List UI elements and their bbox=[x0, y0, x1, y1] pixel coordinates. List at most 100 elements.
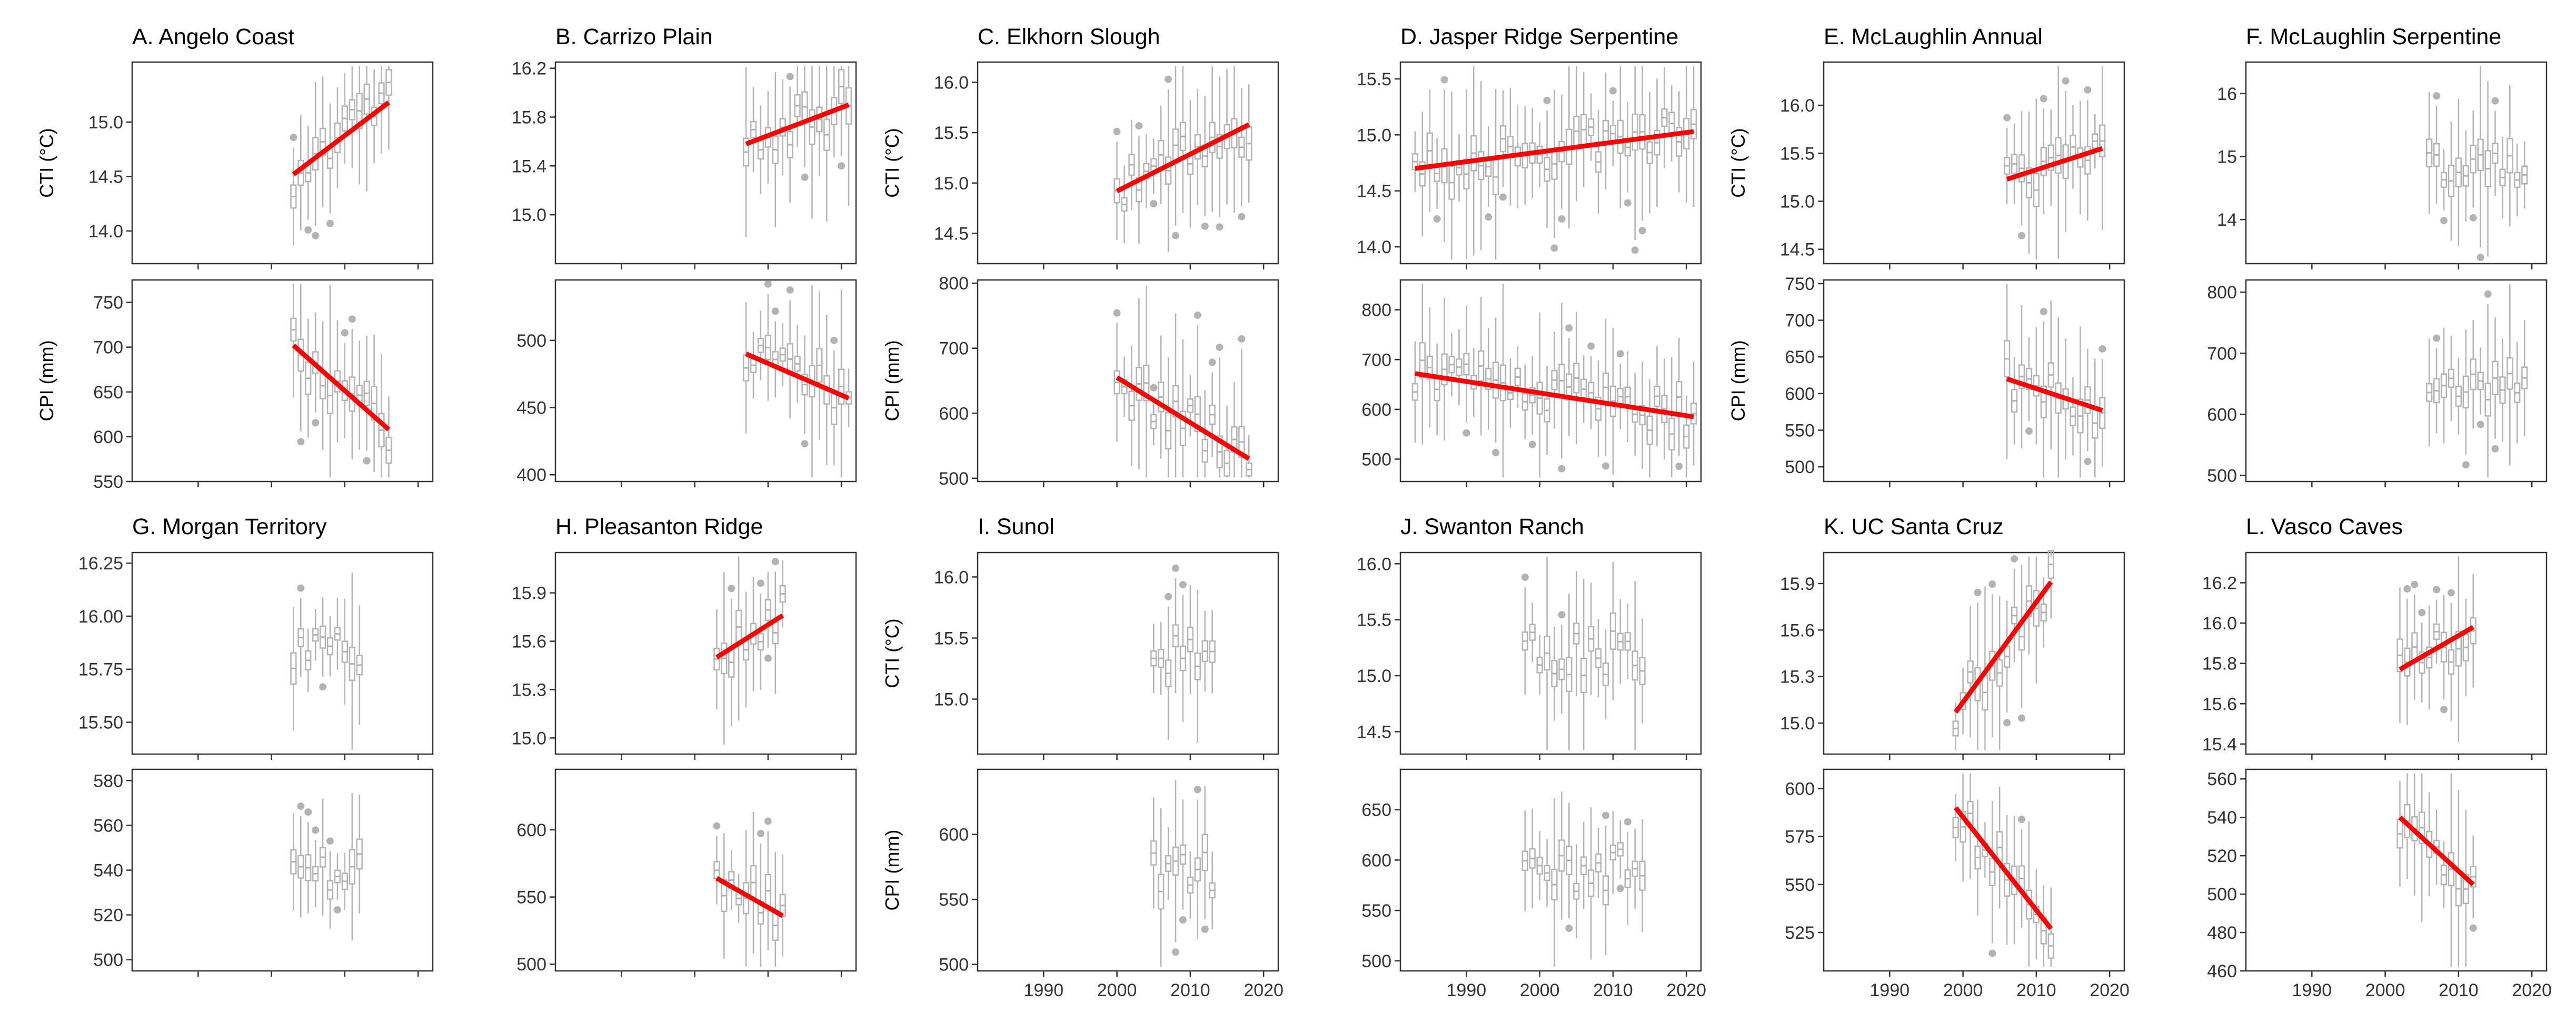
box-2011 bbox=[771, 307, 779, 398]
plot-frame bbox=[1823, 279, 2125, 483]
y-tick-label: 15.0 bbox=[512, 205, 546, 225]
outlier-point bbox=[2447, 589, 2455, 597]
outlier-point bbox=[1216, 344, 1224, 352]
y-tick-label: 700 bbox=[1785, 311, 1815, 331]
box-2007 bbox=[319, 322, 326, 450]
y-tick-label: 500 bbox=[2207, 885, 2237, 905]
box-2021 bbox=[1690, 362, 1697, 466]
box-2006 bbox=[312, 609, 319, 661]
y-tick-label: 15.0 bbox=[88, 113, 123, 133]
box-2013 bbox=[2055, 66, 2062, 259]
box-2018 bbox=[2514, 144, 2521, 216]
box-2020 bbox=[1683, 395, 1690, 478]
box-2005 bbox=[728, 850, 735, 910]
box-2013 bbox=[2476, 66, 2484, 262]
box-2004 bbox=[721, 571, 728, 745]
y-tick-label: 600 bbox=[939, 825, 969, 845]
box-2007 bbox=[319, 597, 327, 691]
box-2011 bbox=[2462, 130, 2469, 222]
y-tick-label: 460 bbox=[2207, 961, 2237, 981]
outlier-point bbox=[2491, 97, 2499, 105]
y-tick-label: 15 bbox=[2217, 147, 2237, 167]
box-2004 bbox=[1565, 324, 1573, 436]
box-2013 bbox=[1209, 66, 1216, 213]
box-2010 bbox=[1609, 811, 1617, 894]
outlier-point bbox=[1521, 573, 1529, 581]
y-tick-label: 500 bbox=[939, 955, 969, 975]
outlier-point bbox=[801, 440, 809, 448]
y-tick-label: 16.2 bbox=[512, 59, 546, 79]
outlier-point bbox=[2011, 555, 2018, 563]
panel-title: G. Morgan Territory bbox=[132, 514, 327, 539]
box-2008 bbox=[1172, 564, 1180, 694]
outlier-point bbox=[2018, 714, 2026, 722]
box-2011 bbox=[1616, 820, 1624, 892]
plot-frame bbox=[977, 551, 1279, 755]
x-tick-label: 1990 bbox=[1447, 980, 1487, 1000]
outlier-point bbox=[1193, 311, 1201, 319]
box-2014 bbox=[2484, 81, 2491, 257]
y-tick-label: 14.5 bbox=[1357, 722, 1391, 742]
box-2015 bbox=[378, 66, 385, 154]
x-tick-label: 2010 bbox=[2016, 980, 2056, 1000]
box-2006 bbox=[2426, 338, 2433, 447]
box-2009 bbox=[1602, 811, 1609, 955]
box-1999 bbox=[1529, 603, 1536, 662]
outlier-point bbox=[1602, 811, 1609, 819]
box-2010 bbox=[1187, 99, 1194, 228]
box-2005 bbox=[1150, 138, 1158, 208]
subplot-cpi-5: 500 600 700 800 bbox=[2207, 279, 2548, 487]
y-tick-label: 16.25 bbox=[78, 554, 123, 574]
y-tick-label: 15.0 bbox=[934, 174, 969, 194]
y-tick-label: 14.5 bbox=[88, 167, 123, 187]
plot-frame bbox=[2245, 768, 2548, 972]
box-2008 bbox=[2440, 841, 2448, 909]
y-tick-label: 14.0 bbox=[1357, 237, 1391, 257]
y-tick-label: 14.0 bbox=[88, 222, 123, 242]
y-tick-label: 550 bbox=[516, 888, 546, 908]
box-2012 bbox=[356, 605, 363, 725]
outlier-point bbox=[830, 336, 838, 344]
y-tick-label: 16.0 bbox=[1357, 554, 1391, 574]
x-tick-label: 2000 bbox=[1943, 980, 1983, 1000]
box-1988 bbox=[1448, 92, 1455, 260]
y-tick-label: 15.5 bbox=[934, 628, 969, 648]
outlier-point bbox=[1463, 429, 1470, 437]
box-2019 bbox=[2098, 345, 2106, 467]
box-2003 bbox=[290, 607, 297, 730]
box-2021 bbox=[1690, 66, 1697, 207]
y-tick-label: 15.8 bbox=[512, 107, 546, 127]
box-2010 bbox=[1609, 328, 1617, 475]
panel-title: B. Carrizo Plain bbox=[555, 24, 713, 49]
box-1999 bbox=[1528, 356, 1536, 448]
plot-frame bbox=[131, 768, 434, 972]
subplot-cti-11: 15.4 15.6 15.8 16.0 16.2 bbox=[2202, 551, 2548, 760]
outlier-point bbox=[304, 226, 312, 234]
panel-title: D. Jasper Ridge Serpentine bbox=[1400, 24, 1678, 49]
y-tick-label: 15.6 bbox=[512, 632, 546, 652]
plot-frame bbox=[1823, 768, 2125, 972]
outlier-point bbox=[1150, 384, 1158, 392]
box-2006 bbox=[1580, 579, 1587, 750]
box-2015 bbox=[801, 335, 809, 448]
box-2012 bbox=[1201, 610, 1208, 692]
y-tick-label: 700 bbox=[1361, 350, 1391, 370]
box-2007 bbox=[742, 302, 750, 434]
box-2009 bbox=[757, 310, 764, 380]
outlier-point bbox=[1201, 925, 1209, 933]
box-2008 bbox=[1595, 827, 1602, 898]
y-tick-label: 15.0 bbox=[1780, 192, 1815, 212]
outlier-point bbox=[786, 73, 794, 81]
box-2008 bbox=[326, 837, 334, 929]
y-tick-label: 520 bbox=[93, 906, 123, 926]
y-axis-label: CTI (°C) bbox=[881, 618, 903, 688]
y-tick-label: 500 bbox=[1361, 449, 1391, 469]
y-tick-label: 16.0 bbox=[934, 73, 969, 93]
box-2011 bbox=[349, 572, 355, 750]
box-2011 bbox=[2462, 329, 2470, 469]
x-tick-label: 2010 bbox=[1593, 980, 1633, 1000]
y-tick-label: 15.4 bbox=[512, 156, 546, 176]
outlier-point bbox=[1135, 122, 1143, 130]
box-2006 bbox=[2426, 605, 2433, 710]
box-2006 bbox=[2004, 284, 2011, 459]
